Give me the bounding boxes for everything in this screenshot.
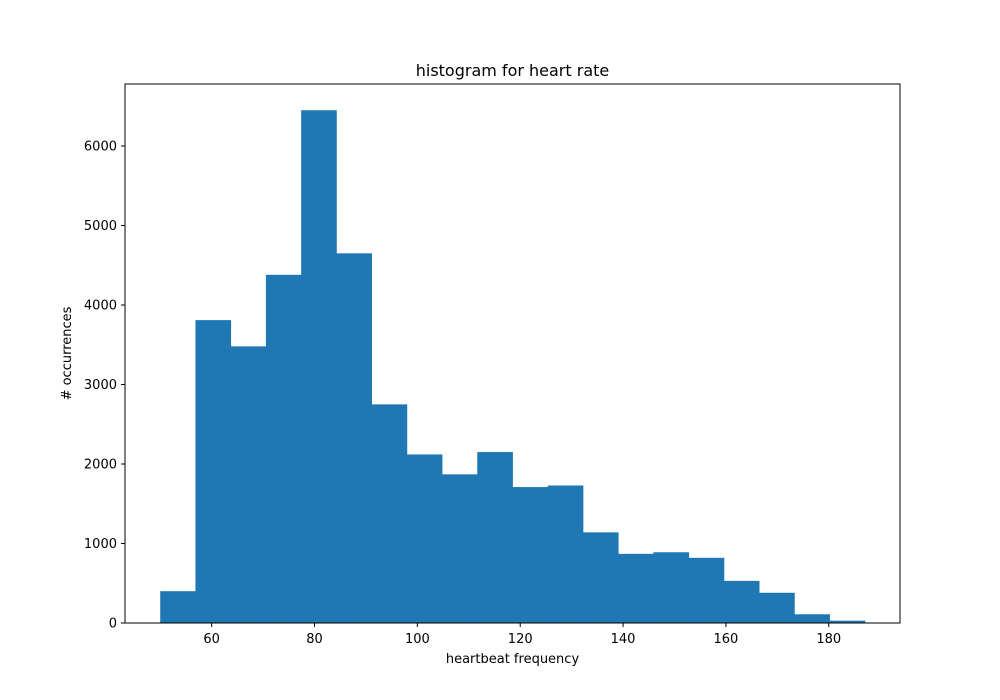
histogram-bar	[301, 110, 337, 624]
y-tick-label: 0	[109, 617, 117, 632]
y-tick-label: 6000	[84, 140, 117, 155]
x-tick-label: 160	[714, 632, 739, 647]
x-axis-ticks: 60 80 100 120 140 160 180	[203, 623, 841, 647]
histogram-bar	[230, 346, 267, 623]
histogram-bar	[160, 591, 196, 623]
histogram-bar	[829, 620, 866, 623]
x-tick-label: 60	[203, 632, 220, 647]
histogram-bar	[723, 580, 760, 623]
histogram-bar	[547, 485, 584, 623]
chart-title: histogram for heart rate	[416, 61, 610, 80]
y-axis-ticks: 0 1000 2000 3000 4000 5000 6000	[84, 140, 125, 632]
histogram-bar	[618, 553, 654, 623]
x-tick-label: 120	[508, 632, 533, 647]
y-tick-label: 2000	[84, 458, 117, 473]
x-tick-label: 140	[611, 632, 636, 647]
histogram-bar	[336, 253, 372, 623]
x-tick-label: 180	[816, 632, 841, 647]
y-tick-label: 5000	[84, 219, 117, 234]
x-tick-label: 100	[405, 632, 430, 647]
histogram-bar	[195, 320, 232, 623]
histogram-bar	[759, 592, 795, 623]
y-tick-label: 3000	[84, 378, 117, 393]
x-axis-title: heartbeat frequency	[446, 652, 580, 667]
histogram-bar	[477, 452, 513, 623]
histogram-bar	[371, 404, 408, 623]
y-tick-label: 1000	[84, 537, 117, 552]
histogram-bar	[794, 614, 830, 623]
y-axis-title: # occurrences	[60, 306, 75, 400]
y-tick-label: 4000	[84, 299, 117, 314]
axes-frame	[124, 83, 901, 624]
histogram-bar	[653, 552, 690, 623]
histogram-bar	[512, 487, 549, 623]
histogram-bar	[406, 454, 443, 623]
histogram-bar	[688, 557, 725, 623]
x-tick-label: 80	[306, 632, 323, 647]
histogram-bars	[160, 110, 866, 624]
histogram-bar	[442, 474, 478, 623]
histogram-bar	[582, 532, 619, 623]
histogram-bar	[265, 274, 302, 623]
